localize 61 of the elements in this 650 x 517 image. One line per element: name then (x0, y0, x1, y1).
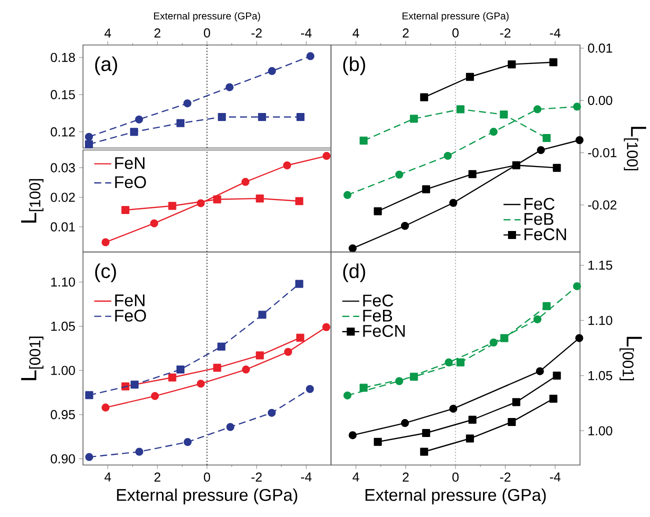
y2-tick-label: 0.01 (588, 44, 612, 53)
x-tick-label: 0 (204, 472, 210, 482)
y2-tick-label: 1.00 (588, 426, 612, 436)
y-tick-label: 0.12 (50, 127, 75, 136)
legend-label: FeO (115, 176, 146, 188)
x-tick-label: 4 (104, 28, 112, 38)
x-axis-title: External pressure (GPa) (402, 12, 509, 22)
y-tick-label: 0.03 (50, 163, 75, 172)
x-tick-label: 2 (154, 28, 160, 38)
x-axis-title: External pressure (GPa) (154, 12, 260, 22)
legend-label: FeN (115, 157, 144, 170)
annotation: (d) (343, 264, 366, 282)
y-axis-title: L$_{[100]}$ (21, 179, 44, 223)
x-tick-label: 2 (154, 472, 160, 482)
y-tick-label: 0.90 (50, 454, 75, 464)
x-tick-label: 4 (352, 472, 360, 482)
legend-label: FeC (524, 198, 554, 210)
y-tick-label: 1.10 (51, 277, 75, 287)
x-axis-title: External pressure (GPa) (366, 488, 546, 504)
annotation: (c) (95, 264, 116, 282)
legend-label: FeB (524, 213, 554, 225)
legend-label: FeN (115, 294, 144, 306)
y-tick-label: 1.00 (51, 366, 75, 376)
legend-label: FeCN (363, 324, 405, 337)
x-tick-label: -4 (550, 28, 560, 38)
y-tick-label: 0.02 (50, 192, 75, 202)
y-tick-label: 0.95 (50, 410, 75, 420)
y2-axis-title: L$_{[100]}$ (624, 126, 646, 170)
x-tick-label: -2 (251, 28, 262, 38)
y-tick-label: 1.05 (51, 322, 75, 331)
x-tick-label: 0 (204, 28, 210, 38)
annotation: (a) (95, 56, 118, 76)
x-tick-label: 2 (402, 472, 409, 482)
x-tick-label: -2 (251, 472, 262, 482)
x-tick-label: 0 (452, 28, 459, 38)
y-tick-label: 0.15 (50, 90, 75, 100)
x-tick-label: -4 (301, 472, 312, 482)
x-tick-label: 2 (402, 28, 409, 38)
annotation: (b) (343, 56, 366, 76)
y2-tick-label: 1.15 (588, 260, 612, 270)
legend-label: FeC (363, 294, 394, 307)
y2-tick-label: 1.05 (588, 371, 612, 380)
legend-label: FeO (115, 310, 146, 322)
y-axis-title: L$_{[001]}$ (21, 336, 44, 380)
x-tick-label: -2 (500, 28, 510, 38)
y2-tick-label: 1.10 (588, 316, 612, 326)
y2-tick-label: -0.02 (588, 200, 616, 210)
y-tick-label: 0.18 (50, 52, 75, 62)
legend-label: FeB (363, 310, 392, 322)
x-tick-label: 4 (104, 472, 112, 482)
x-tick-label: 4 (352, 28, 360, 38)
x-tick-label: 0 (452, 472, 459, 482)
x-axis-title: External pressure (GPa) (117, 488, 298, 504)
legend-label: FeCN (524, 228, 566, 240)
y2-tick-label: -0.01 (588, 148, 616, 158)
x-tick-label: -4 (301, 28, 312, 38)
y-tick-label: 0.01 (50, 222, 75, 232)
y2-axis-title: L$_{[001]}$ (620, 336, 642, 380)
x-tick-label: -4 (550, 472, 560, 482)
y2-tick-label: 0.00 (588, 96, 612, 105)
x-tick-label: -2 (500, 472, 510, 482)
